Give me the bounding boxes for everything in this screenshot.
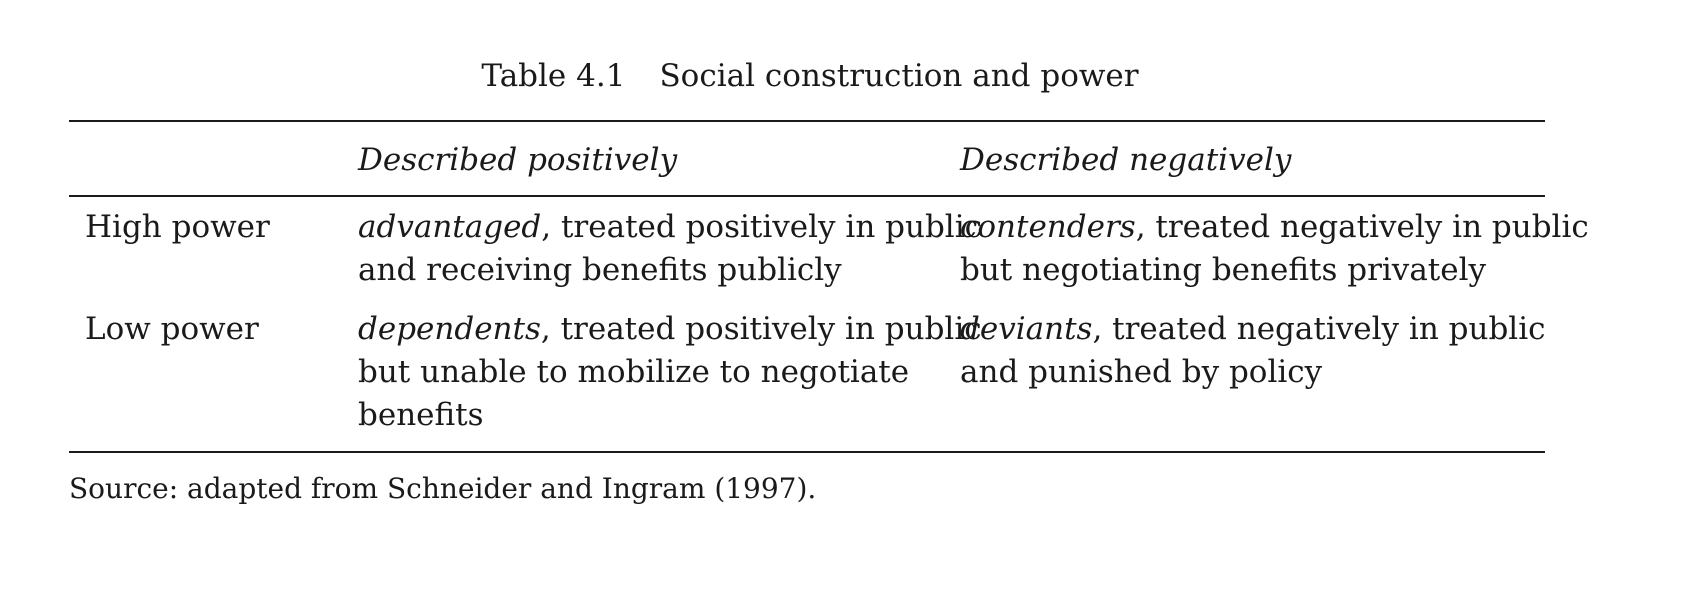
top-rule — [69, 120, 1545, 122]
cell-text: but negotiating benefits privately — [960, 252, 1487, 288]
cell-high-negative: contenders, treated negatively in public… — [960, 206, 1589, 292]
row-label-low-power: Low power — [85, 311, 259, 347]
term-advantaged: advantaged — [358, 209, 542, 245]
cell-text: , treated negatively in public — [1135, 209, 1589, 245]
cell-high-positive: advantaged, treated positively in public… — [358, 206, 982, 292]
table-title: Social construction and power — [659, 58, 1139, 94]
cell-low-positive: dependents, treated positively in public… — [358, 308, 982, 437]
cell-text: and punished by policy — [960, 354, 1323, 390]
cell-text: , treated positively in public — [541, 209, 983, 245]
row-label-high-power: High power — [85, 209, 270, 245]
cell-text: , treated positively in public — [540, 311, 982, 347]
term-dependents: dependents — [358, 311, 541, 347]
column-header-negative: Described negatively — [960, 142, 1292, 178]
cell-text: benefits — [358, 397, 484, 433]
bottom-rule — [69, 451, 1545, 453]
cell-text: and receiving benefits publicly — [358, 252, 842, 288]
cell-text: , treated negatively in public — [1092, 311, 1546, 347]
column-header-positive: Described positively — [358, 142, 678, 178]
source-note: Source: adapted from Schneider and Ingra… — [69, 472, 817, 505]
term-deviants: deviants — [960, 311, 1093, 347]
table-number: Table 4.1 — [481, 58, 626, 94]
header-rule — [69, 195, 1545, 197]
cell-low-negative: deviants, treated negatively in public a… — [960, 308, 1545, 394]
cell-text: but unable to mobilize to negotiate — [358, 354, 910, 390]
table-caption: Table 4.1 Social construction and power — [0, 56, 1620, 96]
term-contenders: contenders — [960, 209, 1136, 245]
